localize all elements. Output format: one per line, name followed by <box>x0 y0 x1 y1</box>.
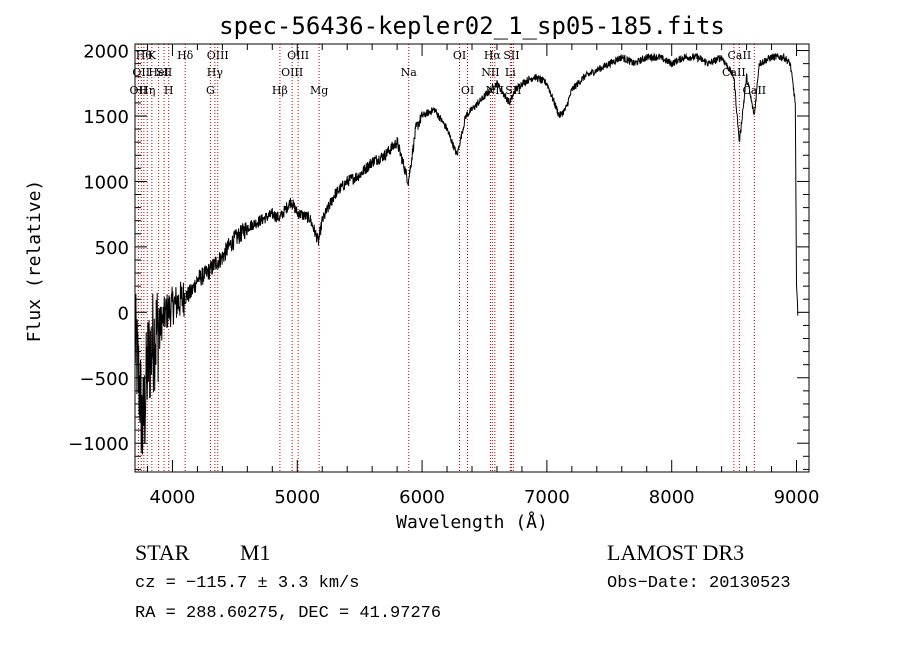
spectrum-line <box>134 52 799 455</box>
y-axis-label: Flux (relative) <box>24 180 45 343</box>
line-marker-label: Na <box>401 66 418 79</box>
line-marker-label: G <box>206 84 215 97</box>
coordinates: RA = 288.60275, DEC = 41.97276 <box>135 604 442 623</box>
x-tick-label: 7000 <box>524 487 570 508</box>
x-tick-label: 8000 <box>649 487 695 508</box>
line-marker-label: Hα <box>484 49 502 62</box>
y-tick-label: 2000 <box>83 42 129 63</box>
line-marker-label: CaII <box>722 66 746 79</box>
x-tick-label: 4000 <box>150 487 196 508</box>
line-marker-label: K <box>148 49 157 62</box>
x-tick-label: 5000 <box>274 487 320 508</box>
line-marker-label: OI <box>453 49 466 62</box>
line-markers <box>137 44 755 472</box>
axis-ticks <box>135 44 809 472</box>
y-tick-label: 1500 <box>83 107 129 128</box>
line-marker-label: NII <box>481 66 499 79</box>
object-subclass: M1 <box>240 540 271 565</box>
line-marker-label: Mg <box>310 84 328 97</box>
object-class: STAR <box>135 540 190 565</box>
y-tick-label: 500 <box>95 238 129 259</box>
chart-title: spec-56436-kepler02_1_sp05-185.fits <box>219 12 725 40</box>
observation-date: Obs−Date: 20130523 <box>607 574 791 593</box>
line-marker-label: Hθ <box>136 49 153 62</box>
redshift-cz: cz = −115.7 ± 3.3 km/s <box>135 574 360 593</box>
x-axis-label: Wavelength (Å) <box>396 511 548 533</box>
y-tick-label: −500 <box>80 369 129 390</box>
line-marker-label: OIII <box>207 49 229 62</box>
survey-name: LAMOST DR3 <box>607 540 745 565</box>
line-marker-label: OII <box>130 84 148 97</box>
line-marker-label: OIII <box>287 49 309 62</box>
y-tick-label: 0 <box>118 303 129 324</box>
line-marker-label: SII <box>156 66 172 79</box>
line-marker-label: CaII <box>742 84 766 97</box>
line-marker-label: Hβ <box>272 84 288 97</box>
x-tick-label: 9000 <box>774 487 820 508</box>
line-marker-label: Li <box>505 66 516 79</box>
line-marker-label: Hγ <box>207 66 224 79</box>
line-marker-label: Hη <box>139 84 155 97</box>
line-marker-label: CaII <box>728 49 752 62</box>
line-marker-label: HeI <box>148 66 168 79</box>
line-marker-label: H <box>164 84 174 97</box>
line-marker-label: SII <box>503 49 519 62</box>
y-tick-label: 1000 <box>83 172 129 193</box>
line-marker-label: OI <box>461 84 474 97</box>
line-marker-label: Hδ <box>177 49 194 62</box>
x-tick-label: 6000 <box>399 487 445 508</box>
line-marker-labels: OIIOIIHθHηKHeISIIHHδGHγOIIIHβOIIIOIIIMgN… <box>130 49 767 97</box>
axis-tick-labels: 4000 5000 6000 7000 8000 9000 −1000 −500 0 500 100… <box>68 42 819 508</box>
y-tick-label: −1000 <box>68 434 129 455</box>
line-marker-label: OIII <box>281 66 303 79</box>
line-marker-label: OII <box>132 66 150 79</box>
